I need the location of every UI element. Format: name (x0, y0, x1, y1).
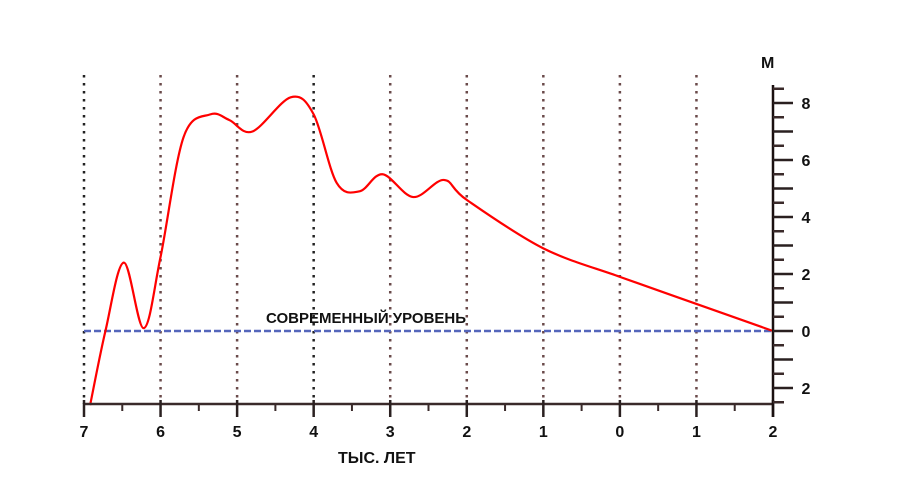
y-tick-label: 2 (802, 381, 811, 398)
vertical-gridlines (82, 75, 698, 404)
x-tick-label: 7 (80, 424, 89, 441)
x-axis-title: ТЫС. ЛЕТ (338, 450, 416, 467)
x-tick-label: 0 (615, 424, 624, 441)
x-axis: 7 6 5 4 3 2 1 0 1 2 (80, 400, 778, 441)
x-tick-label: 2 (769, 424, 778, 441)
y-tick-label: 0 (802, 324, 811, 341)
x-tick-label: 3 (386, 424, 395, 441)
x-tick-label: 1 (692, 424, 701, 441)
y-tick-label: 6 (802, 153, 811, 170)
y-tick-label: 4 (802, 210, 811, 227)
sea-level-curve (89, 95, 774, 406)
y-tick-label: 2 (802, 267, 811, 284)
y-axis-title: М (761, 55, 774, 72)
modern-level-label: СОВРЕМЕННЫЙ УРОВЕНЬ (266, 309, 466, 327)
y-tick-label: 8 (802, 96, 811, 113)
x-tick-label: 1 (539, 424, 548, 441)
x-tick-label: 5 (233, 424, 242, 441)
x-tick-label: 2 (462, 424, 471, 441)
x-tick-label: 4 (309, 424, 318, 441)
x-tick-label: 6 (156, 424, 165, 441)
y-axis: 8 6 4 2 0 2 (771, 85, 811, 417)
